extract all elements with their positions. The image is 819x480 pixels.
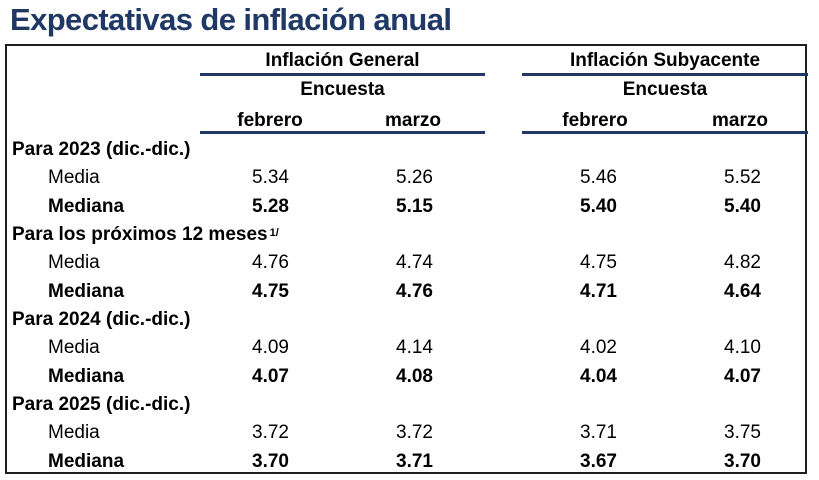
table-cell: 4.09 xyxy=(252,337,289,358)
table-cell: 5.40 xyxy=(580,196,617,217)
section-label: Para 2025 (dic.-dic.) xyxy=(12,394,190,416)
table-cell: 3.72 xyxy=(396,422,433,443)
table-cell: 4.82 xyxy=(724,252,761,273)
month-header: febrero xyxy=(237,110,303,131)
month-header: marzo xyxy=(385,110,441,131)
mediana-label: Mediana xyxy=(48,196,125,217)
mediana-label: Mediana xyxy=(48,366,125,387)
table-cell: 5.15 xyxy=(396,196,433,217)
group-rule xyxy=(200,73,485,76)
table-cell: 4.04 xyxy=(580,366,617,387)
table-cell: 3.72 xyxy=(252,422,289,443)
month-header: marzo xyxy=(712,110,768,131)
section-label-text: Para 2023 (dic.-dic.) xyxy=(12,139,191,160)
table-cell: 3.70 xyxy=(724,451,761,472)
section-label: Para los próximos 12 meses 1/ xyxy=(12,224,279,246)
section-label: Para 2024 (dic.-dic.) xyxy=(12,309,190,331)
table-cell: 4.76 xyxy=(252,252,289,273)
table-cell: 5.34 xyxy=(252,167,289,188)
table-cell: 3.67 xyxy=(580,451,617,472)
table-cell: 4.75 xyxy=(252,281,289,302)
section-label-text: Para 2024 (dic.-dic.) xyxy=(12,309,191,330)
media-label: Media xyxy=(48,252,100,273)
table-cell: 4.08 xyxy=(396,366,433,387)
group-rule xyxy=(522,73,808,76)
survey-label: Encuesta xyxy=(622,79,708,100)
group-header: Inflación General xyxy=(265,50,420,71)
media-label: Media xyxy=(48,167,100,188)
month-rule xyxy=(200,131,485,134)
table-cell: 3.75 xyxy=(724,422,761,443)
table-cell: 3.71 xyxy=(396,451,433,472)
table-cell: 4.10 xyxy=(724,337,761,358)
table-cell: 4.76 xyxy=(396,281,433,302)
table-cell: 4.71 xyxy=(580,281,617,302)
table-cell: 5.52 xyxy=(724,167,761,188)
page-title: Expectativas de inflación anual xyxy=(10,2,452,37)
month-header: febrero xyxy=(562,110,628,131)
table-frame xyxy=(5,44,807,474)
section-label-text: Para 2025 (dic.-dic.) xyxy=(12,394,191,415)
table-cell: 4.74 xyxy=(396,252,433,273)
media-label: Media xyxy=(48,337,100,358)
table-cell: 3.71 xyxy=(580,422,617,443)
mediana-label: Mediana xyxy=(48,281,125,302)
table-cell: 4.14 xyxy=(396,337,433,358)
table-cell: 4.07 xyxy=(252,366,289,387)
mediana-label: Mediana xyxy=(48,451,125,472)
survey-label: Encuesta xyxy=(300,79,385,100)
table-cell: 4.64 xyxy=(724,281,761,302)
section-label-text: Para los próximos 12 meses xyxy=(12,224,268,245)
table-cell: 5.28 xyxy=(252,196,289,217)
table-cell: 4.02 xyxy=(580,337,617,358)
table-cell: 5.26 xyxy=(396,167,433,188)
table-cell: 3.70 xyxy=(252,451,289,472)
group-header: Inflación Subyacente xyxy=(569,50,761,71)
table-cell: 4.75 xyxy=(580,252,617,273)
table-cell: 4.07 xyxy=(724,366,761,387)
table-cell: 5.46 xyxy=(580,167,617,188)
footnote-marker: 1/ xyxy=(269,227,279,239)
month-rule xyxy=(522,131,808,134)
media-label: Media xyxy=(48,422,100,443)
section-label: Para 2023 (dic.-dic.) xyxy=(12,139,190,161)
table-cell: 5.40 xyxy=(724,196,761,217)
